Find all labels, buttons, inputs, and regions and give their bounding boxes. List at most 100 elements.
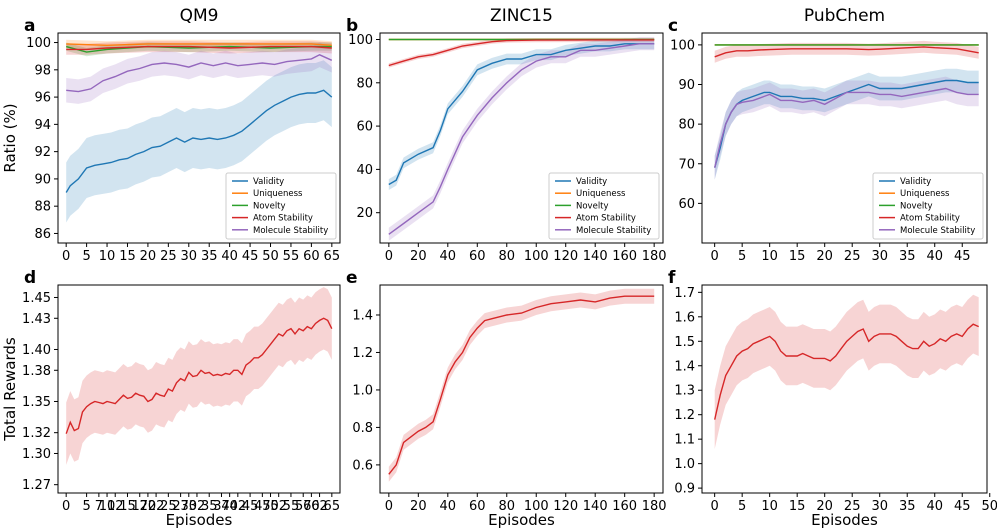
legend-box — [872, 172, 984, 240]
axes-frame-f — [701, 284, 988, 494]
x-tick-label: 5 — [82, 499, 90, 514]
series-line-atom-stability — [388, 39, 655, 67]
x-tick-label: 22 — [148, 499, 165, 514]
x-tick-label: 35 — [899, 499, 916, 514]
x-tick-label: 32 — [189, 499, 206, 514]
x-tick-label: 50 — [981, 499, 997, 514]
x-tick-label: 30 — [871, 249, 888, 264]
x-tick-label: 80 — [498, 249, 515, 264]
legend-label-validity: Validity — [900, 177, 931, 187]
x-tick-label: 140 — [583, 499, 608, 514]
panel-b: ZINC15 b 0 20 40 60 80 100 120 140 160 180 20 40 60 80 1… — [346, 6, 667, 264]
x-tick-label: 40 — [440, 499, 457, 514]
panel-f: f 0 5 10 15 20 25 30 35 40 45 50 0.9 1.0 1.1 1.2 1.3 1.4 1… — [668, 268, 997, 529]
x-tick-label: 5 — [738, 499, 746, 514]
series-line-molecule-stability — [388, 43, 655, 235]
panel-label-f: f — [668, 268, 676, 288]
y-tick-label: 0.9 — [674, 482, 695, 497]
legend-label-novelty: Novelty — [576, 201, 609, 211]
series-line-molecule-stability — [714, 87, 979, 168]
panel-a: QM9 a 0 5 10 15 20 25 30 35 40 45 50 55 60 65 86 88 90 92 94… — [1, 6, 341, 264]
panel-e: e 0 20 40 60 80 100 120 140 160 180 0.6 0.8 1.0 1.2 1.4… — [346, 268, 667, 529]
series-line-total-rewards — [65, 317, 333, 434]
y-tick-label: 0.6 — [352, 458, 373, 473]
plot-area-c — [714, 40, 979, 180]
x-tick-label: 60 — [469, 249, 486, 264]
x-tick-label: 42 — [230, 499, 247, 514]
legend: Validity Uniqueness Novelty Atom Stability M… — [548, 172, 660, 240]
x-tick-label: 20 — [140, 499, 157, 514]
y-tick-label: 1.4 — [352, 308, 373, 323]
x-axis-label: Episodes — [811, 511, 878, 529]
x-tick-label: 50 — [262, 499, 279, 514]
y-tick-label: 94 — [34, 118, 51, 133]
x-tick-label: 40 — [221, 249, 238, 264]
legend-label-validity: Validity — [576, 177, 607, 187]
legend-label-validity: Validity — [253, 177, 284, 187]
x-tick-label: 10 — [99, 499, 116, 514]
axes-frame-b — [379, 32, 664, 244]
series-line-validity — [65, 89, 333, 193]
y-tick-label: 100 — [670, 38, 695, 53]
y-tick-label: 60 — [356, 120, 373, 135]
y-tick-label: 40 — [356, 163, 373, 178]
y-tick-label: 1.43 — [22, 312, 51, 327]
x-axis-label: Episodes — [488, 511, 555, 529]
y-tick-label: 20 — [356, 206, 373, 221]
legend-label-uniqueness: Uniqueness — [576, 189, 626, 199]
y-tick-label: 100 — [348, 33, 373, 48]
plot-area-e — [388, 288, 655, 482]
x-tick-label: 12 — [107, 499, 124, 514]
y-tick-label: 98 — [34, 63, 51, 78]
x-tick-label: 37 — [213, 499, 230, 514]
legend-label-molecule-stability: Molecule Stability — [576, 226, 651, 236]
legend-box — [225, 172, 337, 240]
x-tick-label: 27 — [172, 499, 189, 514]
legend-label-uniqueness: Uniqueness — [900, 189, 950, 199]
x-tick-label: 55 — [283, 249, 300, 264]
series-line-total-rewards — [388, 295, 655, 475]
y-tick-label: 1.30 — [22, 447, 51, 462]
x-tick-label: 25 — [160, 249, 177, 264]
y-tick-label: 1.3 — [674, 384, 695, 399]
x-tick-label: 47 — [254, 499, 271, 514]
legend: Validity Uniqueness Novelty Atom Stability M… — [872, 172, 984, 240]
series-line-uniqueness — [66, 43, 332, 47]
y-tick-label: 1.40 — [22, 343, 51, 358]
x-tick-label: 25 — [160, 499, 177, 514]
x-tick-label: 30 — [871, 499, 888, 514]
column-title-qm9: QM9 — [180, 6, 219, 26]
x-tick-label: 60 — [303, 499, 320, 514]
y-tick-label: 1.4 — [674, 359, 695, 374]
y-tick-label: 1.1 — [674, 433, 695, 448]
x-tick-label: 60 — [303, 249, 320, 264]
x-tick-label: 17 — [131, 499, 148, 514]
plot-area-d — [65, 287, 333, 465]
x-tick-label: 15 — [119, 249, 136, 264]
x-tick-label: 15 — [789, 249, 806, 264]
y-tick-label: 92 — [34, 145, 51, 160]
x-tick-label: 0 — [62, 499, 70, 514]
series-line-total-rewards — [714, 323, 979, 420]
x-tick-label: 0 — [62, 249, 70, 264]
x-tick-label: 10 — [99, 249, 116, 264]
x-tick-label: 20 — [816, 499, 833, 514]
x-tick-label: 20 — [410, 249, 427, 264]
column-title-pubchem: PubChem — [804, 6, 885, 26]
series-line-validity — [388, 43, 655, 186]
x-tick-label: 55 — [283, 499, 300, 514]
legend-label-atom-stability: Atom Stability — [900, 214, 960, 224]
x-tick-label: 180 — [642, 249, 667, 264]
band-novelty — [66, 42, 332, 57]
panel-label-b: b — [346, 16, 358, 36]
panel-label-d: d — [24, 268, 36, 288]
series-line-atom-stability — [714, 46, 979, 58]
x-tick-label: 120 — [553, 249, 578, 264]
panel-c: PubChem c 0 5 10 15 20 25 30 35 40 45 60 70 80 90 100 Val… — [668, 6, 988, 264]
band-atom-stability — [714, 40, 979, 63]
band-total-rewards — [388, 288, 655, 482]
x-tick-label: 120 — [553, 499, 578, 514]
panel-label-e: e — [346, 268, 358, 288]
x-tick-label: 140 — [583, 249, 608, 264]
x-tick-label: 7 — [95, 499, 103, 514]
